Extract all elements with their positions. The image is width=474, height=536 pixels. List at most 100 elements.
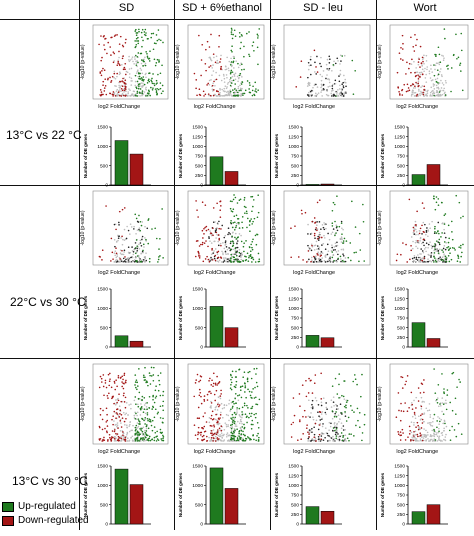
volcano-point [425, 73, 427, 76]
volcano-point-down [414, 71, 416, 74]
volcano-point [118, 90, 120, 92]
volcano-point [318, 440, 320, 442]
y-tick-label: 500 [397, 163, 405, 169]
volcano-point [328, 421, 331, 424]
volcano-point [445, 242, 447, 244]
volcano-point-down [416, 38, 418, 41]
volcano-point-up [443, 28, 446, 30]
volcano-point-up [231, 240, 234, 242]
volcano-point [429, 423, 431, 426]
volcano-point [427, 246, 429, 249]
volcano-point [421, 250, 424, 252]
volcano-point [344, 257, 347, 259]
volcano-point-down [311, 220, 314, 223]
volcano-point-up [252, 423, 254, 426]
volcano-point [114, 403, 117, 406]
volcano-point [310, 249, 313, 252]
volcano-point [213, 257, 216, 260]
volcano-point-down [308, 433, 310, 435]
volcano-frame [283, 24, 371, 100]
volcano-point [436, 89, 438, 92]
volcano-point-up [159, 87, 162, 90]
volcano-point-up [137, 52, 140, 54]
volcano-point [411, 436, 414, 439]
volcano-point-up [148, 72, 151, 74]
volcano-point-up [249, 255, 252, 258]
volcano-point [325, 406, 328, 409]
volcano-point-down [397, 431, 399, 433]
volcano-point-up [249, 220, 251, 223]
volcano-point-down [108, 392, 110, 395]
volcano-point-down [204, 430, 207, 433]
volcano-point-up [248, 255, 251, 257]
volcano-point [339, 54, 342, 57]
volcano-point [234, 232, 237, 235]
volcano-point-up [243, 242, 245, 244]
volcano-point-down [109, 372, 111, 375]
volcano-point [420, 258, 422, 260]
volcano-point-up [257, 252, 260, 255]
volcano-point [142, 93, 145, 95]
volcano-point-up [146, 55, 149, 58]
volcano-point-up [231, 423, 234, 426]
volcano-point [212, 429, 215, 431]
volcano-point [236, 75, 239, 78]
volcano-point-up [433, 255, 435, 258]
volcano-point [143, 260, 146, 263]
volcano-point-down [419, 414, 422, 417]
volcano-point-up [148, 372, 151, 374]
volcano-point-up [135, 412, 137, 415]
volcano-point [313, 426, 315, 429]
volcano-point [319, 419, 322, 421]
volcano-point [126, 440, 129, 442]
volcano-point-up [437, 73, 440, 76]
volcano-point [122, 437, 125, 440]
volcano-point-down [419, 432, 422, 435]
volcano-point-up [231, 432, 234, 435]
volcano-point-up [251, 210, 253, 213]
volcano-point [137, 425, 140, 428]
volcano-point-up [135, 379, 138, 381]
volcano-point-down [216, 375, 218, 378]
volcano-point-down [314, 221, 317, 224]
volcano-point [438, 417, 441, 420]
volcano-point-down [399, 439, 402, 441]
volcano-point-up [243, 371, 246, 374]
volcano-point [342, 81, 345, 84]
volcano-point-down [396, 253, 399, 256]
volcano-point [444, 236, 447, 239]
volcano-point-down [100, 94, 102, 97]
volcano-point-up [162, 439, 165, 442]
volcano-point [144, 402, 147, 405]
bar-up-regulated [114, 335, 129, 348]
volcano-point-down [313, 382, 316, 385]
volcano-point-down [301, 384, 304, 386]
volcano-point [430, 256, 432, 258]
volcano-point-down [216, 89, 218, 92]
volcano-point [234, 249, 236, 251]
volcano-point-up [250, 427, 253, 430]
volcano-point-up [230, 424, 232, 427]
volcano-point [444, 79, 447, 82]
volcano-point [324, 411, 327, 414]
volcano-point-up [361, 439, 363, 442]
volcano-point [441, 75, 443, 78]
volcano-point [128, 425, 131, 427]
volcano-point-down [417, 240, 419, 242]
volcano-point [214, 221, 216, 223]
volcano-point [330, 406, 333, 408]
volcano-point-down [115, 252, 118, 255]
volcano-point [334, 425, 336, 427]
bar-up-regulated [114, 468, 129, 525]
volcano-point-up [138, 85, 140, 87]
volcano-point [342, 254, 345, 257]
volcano-point-up [453, 247, 456, 250]
volcano-point-down [412, 439, 415, 442]
volcano-point-down [110, 36, 112, 39]
volcano-point [133, 248, 135, 251]
volcano-plot: -log10 (p-value)log2 FoldChange [80, 190, 169, 276]
volcano-point [311, 261, 314, 263]
volcano-point-down [410, 245, 412, 247]
volcano-point-up [157, 29, 160, 31]
volcano-point-up [147, 218, 150, 220]
